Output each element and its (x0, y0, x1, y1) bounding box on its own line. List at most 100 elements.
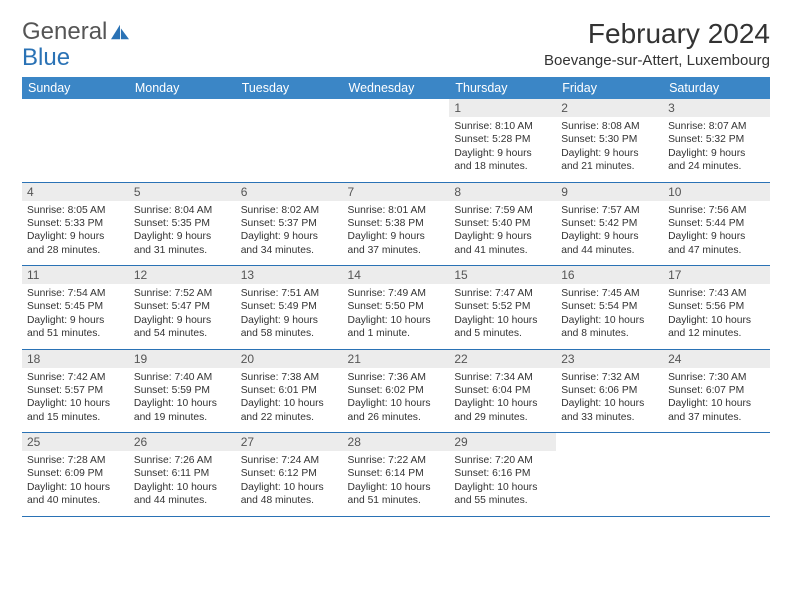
calendar-day-cell: .. (236, 99, 343, 182)
day-details: Sunrise: 7:32 AMSunset: 6:06 PMDaylight:… (556, 368, 663, 433)
day-header: Thursday (449, 77, 556, 99)
calendar-day-cell: 26Sunrise: 7:26 AMSunset: 6:11 PMDayligh… (129, 433, 236, 517)
logo: General (22, 18, 133, 46)
calendar-day-cell: 6Sunrise: 8:02 AMSunset: 5:37 PMDaylight… (236, 182, 343, 266)
calendar-day-cell: 27Sunrise: 7:24 AMSunset: 6:12 PMDayligh… (236, 433, 343, 517)
day-header: Saturday (663, 77, 770, 99)
day-number: 7 (343, 183, 450, 201)
calendar-week-row: 4Sunrise: 8:05 AMSunset: 5:33 PMDaylight… (22, 182, 770, 266)
day-number: 4 (22, 183, 129, 201)
day-details: Sunrise: 7:30 AMSunset: 6:07 PMDaylight:… (663, 368, 770, 433)
day-details: Sunrise: 8:08 AMSunset: 5:30 PMDaylight:… (556, 117, 663, 182)
day-details: Sunrise: 7:43 AMSunset: 5:56 PMDaylight:… (663, 284, 770, 349)
day-number: 8 (449, 183, 556, 201)
calendar-day-cell: 11Sunrise: 7:54 AMSunset: 5:45 PMDayligh… (22, 266, 129, 350)
day-details: Sunrise: 7:38 AMSunset: 6:01 PMDaylight:… (236, 368, 343, 433)
day-number: 13 (236, 266, 343, 284)
day-details: Sunrise: 8:07 AMSunset: 5:32 PMDaylight:… (663, 117, 770, 182)
calendar-day-cell: 18Sunrise: 7:42 AMSunset: 5:57 PMDayligh… (22, 349, 129, 433)
day-number: 21 (343, 350, 450, 368)
calendar-day-cell: 19Sunrise: 7:40 AMSunset: 5:59 PMDayligh… (129, 349, 236, 433)
day-details: Sunrise: 7:51 AMSunset: 5:49 PMDaylight:… (236, 284, 343, 349)
calendar-day-cell: 9Sunrise: 7:57 AMSunset: 5:42 PMDaylight… (556, 182, 663, 266)
calendar-table: Sunday Monday Tuesday Wednesday Thursday… (22, 77, 770, 517)
day-number: 29 (449, 433, 556, 451)
day-details: Sunrise: 7:56 AMSunset: 5:44 PMDaylight:… (663, 201, 770, 266)
day-number: 3 (663, 99, 770, 117)
day-header: Friday (556, 77, 663, 99)
day-number: 23 (556, 350, 663, 368)
calendar-day-cell: 3Sunrise: 8:07 AMSunset: 5:32 PMDaylight… (663, 99, 770, 182)
day-details: Sunrise: 8:05 AMSunset: 5:33 PMDaylight:… (22, 201, 129, 266)
calendar-day-cell: 10Sunrise: 7:56 AMSunset: 5:44 PMDayligh… (663, 182, 770, 266)
day-number: 1 (449, 99, 556, 117)
calendar-week-row: 25Sunrise: 7:28 AMSunset: 6:09 PMDayligh… (22, 433, 770, 517)
day-number: 25 (22, 433, 129, 451)
calendar-day-cell: 5Sunrise: 8:04 AMSunset: 5:35 PMDaylight… (129, 182, 236, 266)
day-number: 5 (129, 183, 236, 201)
day-details: Sunrise: 7:45 AMSunset: 5:54 PMDaylight:… (556, 284, 663, 349)
day-number: 28 (343, 433, 450, 451)
calendar-day-cell: 16Sunrise: 7:45 AMSunset: 5:54 PMDayligh… (556, 266, 663, 350)
calendar-day-cell: 8Sunrise: 7:59 AMSunset: 5:40 PMDaylight… (449, 182, 556, 266)
calendar-day-cell: 17Sunrise: 7:43 AMSunset: 5:56 PMDayligh… (663, 266, 770, 350)
day-details: Sunrise: 7:52 AMSunset: 5:47 PMDaylight:… (129, 284, 236, 349)
calendar-day-cell: 25Sunrise: 7:28 AMSunset: 6:09 PMDayligh… (22, 433, 129, 517)
day-header-row: Sunday Monday Tuesday Wednesday Thursday… (22, 77, 770, 99)
day-number: 10 (663, 183, 770, 201)
calendar-week-row: ........1Sunrise: 8:10 AMSunset: 5:28 PM… (22, 99, 770, 182)
page-header: General February 2024 Boevange-sur-Atter… (22, 18, 770, 69)
day-number: 17 (663, 266, 770, 284)
day-details: Sunrise: 7:57 AMSunset: 5:42 PMDaylight:… (556, 201, 663, 266)
calendar-day-cell: 20Sunrise: 7:38 AMSunset: 6:01 PMDayligh… (236, 349, 343, 433)
day-number: 27 (236, 433, 343, 451)
day-details: Sunrise: 7:22 AMSunset: 6:14 PMDaylight:… (343, 451, 450, 516)
day-number: 24 (663, 350, 770, 368)
day-number: 14 (343, 266, 450, 284)
calendar-day-cell: 24Sunrise: 7:30 AMSunset: 6:07 PMDayligh… (663, 349, 770, 433)
calendar-day-cell: .. (343, 99, 450, 182)
calendar-week-row: 18Sunrise: 7:42 AMSunset: 5:57 PMDayligh… (22, 349, 770, 433)
day-number: 22 (449, 350, 556, 368)
month-title: February 2024 (544, 18, 770, 50)
day-number: 16 (556, 266, 663, 284)
day-details: Sunrise: 7:54 AMSunset: 5:45 PMDaylight:… (22, 284, 129, 349)
calendar-day-cell: 13Sunrise: 7:51 AMSunset: 5:49 PMDayligh… (236, 266, 343, 350)
day-details: Sunrise: 7:40 AMSunset: 5:59 PMDaylight:… (129, 368, 236, 433)
calendar-day-cell: .. (556, 433, 663, 517)
logo-text-general: General (22, 18, 107, 46)
day-details: Sunrise: 7:20 AMSunset: 6:16 PMDaylight:… (449, 451, 556, 516)
calendar-day-cell: .. (22, 99, 129, 182)
day-header: Sunday (22, 77, 129, 99)
day-details: Sunrise: 7:59 AMSunset: 5:40 PMDaylight:… (449, 201, 556, 266)
day-number: 12 (129, 266, 236, 284)
day-number: 9 (556, 183, 663, 201)
day-number: 6 (236, 183, 343, 201)
calendar-day-cell: 29Sunrise: 7:20 AMSunset: 6:16 PMDayligh… (449, 433, 556, 517)
calendar-day-cell: 1Sunrise: 8:10 AMSunset: 5:28 PMDaylight… (449, 99, 556, 182)
calendar-day-cell: 28Sunrise: 7:22 AMSunset: 6:14 PMDayligh… (343, 433, 450, 517)
day-header: Wednesday (343, 77, 450, 99)
day-details: Sunrise: 7:24 AMSunset: 6:12 PMDaylight:… (236, 451, 343, 516)
day-number: 18 (22, 350, 129, 368)
day-header: Tuesday (236, 77, 343, 99)
day-details: Sunrise: 7:34 AMSunset: 6:04 PMDaylight:… (449, 368, 556, 433)
day-details: Sunrise: 8:10 AMSunset: 5:28 PMDaylight:… (449, 117, 556, 182)
calendar-day-cell: 23Sunrise: 7:32 AMSunset: 6:06 PMDayligh… (556, 349, 663, 433)
day-details: Sunrise: 7:42 AMSunset: 5:57 PMDaylight:… (22, 368, 129, 433)
day-number: 19 (129, 350, 236, 368)
calendar-day-cell: 21Sunrise: 7:36 AMSunset: 6:02 PMDayligh… (343, 349, 450, 433)
day-header: Monday (129, 77, 236, 99)
calendar-day-cell: 12Sunrise: 7:52 AMSunset: 5:47 PMDayligh… (129, 266, 236, 350)
calendar-day-cell: .. (663, 433, 770, 517)
day-details: Sunrise: 8:01 AMSunset: 5:38 PMDaylight:… (343, 201, 450, 266)
calendar-week-row: 11Sunrise: 7:54 AMSunset: 5:45 PMDayligh… (22, 266, 770, 350)
calendar-day-cell: .. (129, 99, 236, 182)
calendar-day-cell: 15Sunrise: 7:47 AMSunset: 5:52 PMDayligh… (449, 266, 556, 350)
day-number: 11 (22, 266, 129, 284)
calendar-day-cell: 4Sunrise: 8:05 AMSunset: 5:33 PMDaylight… (22, 182, 129, 266)
logo-sail-icon (109, 23, 131, 41)
day-details: Sunrise: 7:26 AMSunset: 6:11 PMDaylight:… (129, 451, 236, 516)
location-text: Boevange-sur-Attert, Luxembourg (544, 52, 770, 69)
calendar-day-cell: 14Sunrise: 7:49 AMSunset: 5:50 PMDayligh… (343, 266, 450, 350)
